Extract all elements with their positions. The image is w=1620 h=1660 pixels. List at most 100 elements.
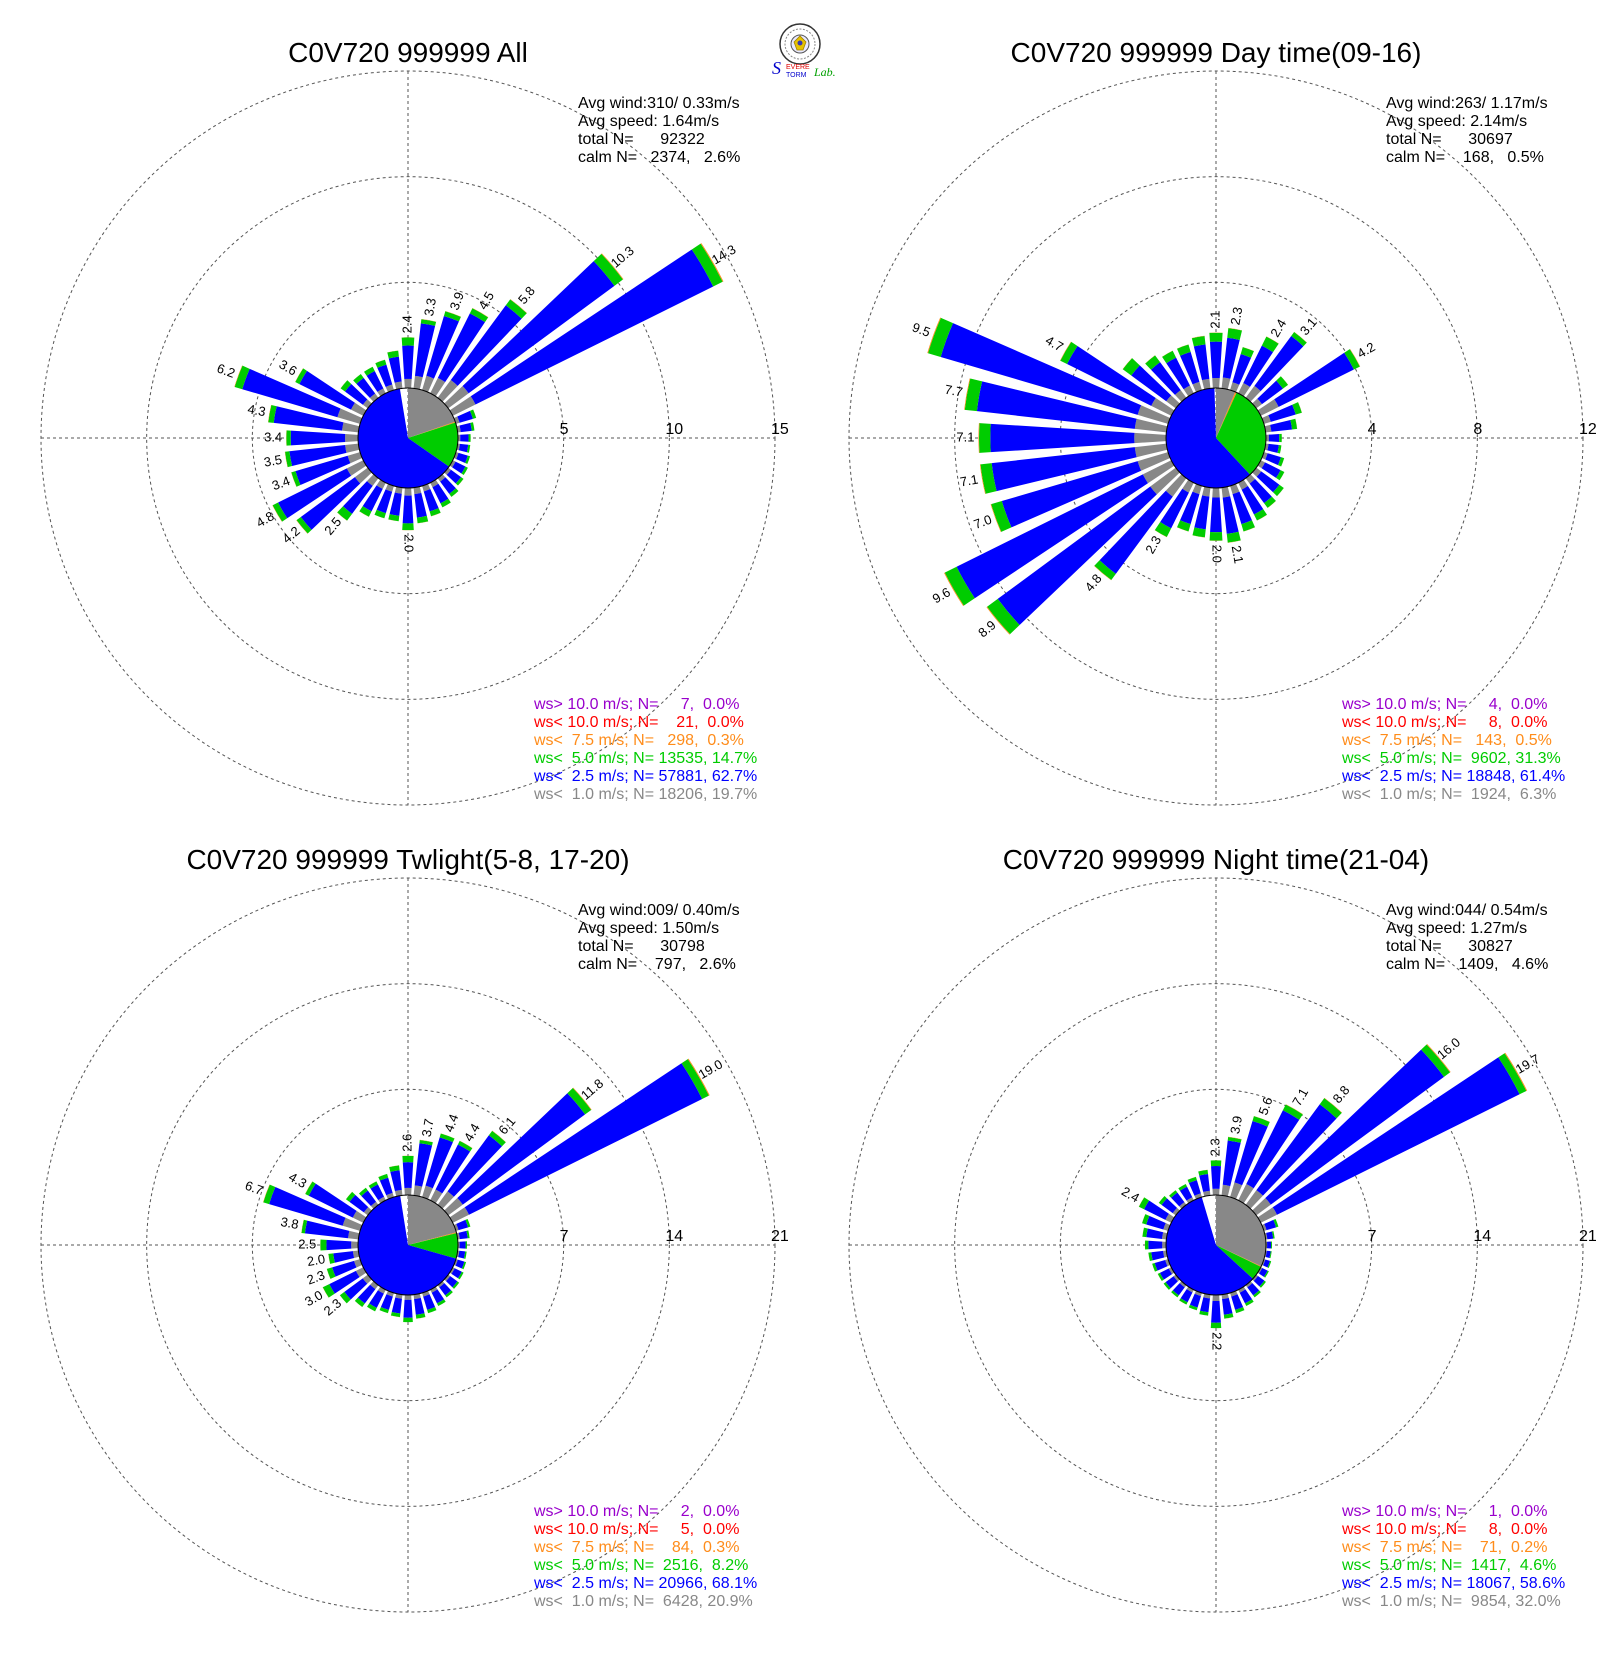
sector-bar (1148, 1252, 1150, 1262)
sector-bar (380, 1294, 393, 1310)
legend-row: ws< 5.0 m/s; N= 2516, 8.2% (533, 1557, 748, 1574)
sector-bar (379, 1310, 388, 1314)
sector-bar (273, 406, 344, 431)
stats-line: Avg wind:044/ 0.54m/s (1386, 902, 1548, 919)
sector-bar (374, 509, 386, 519)
sector-bar (295, 368, 304, 383)
sector-bar (1188, 1304, 1198, 1311)
sector-bar (1151, 362, 1181, 395)
sector-bar (437, 1191, 454, 1209)
sector-label: 5.6 (1255, 1095, 1275, 1117)
sector-bar (1230, 1290, 1238, 1297)
sector-bar (1285, 1104, 1303, 1115)
sector-bar (1295, 418, 1298, 429)
sector-bar (1242, 346, 1254, 352)
sector-bar (449, 1267, 455, 1274)
sector-bar (459, 422, 472, 433)
sector-bar (1267, 1260, 1272, 1269)
sector-bar (444, 1198, 463, 1216)
sector-bar (463, 1251, 467, 1259)
sector-bar (404, 378, 412, 389)
sector-label: 2.3 (305, 1267, 327, 1287)
sector-bar (1212, 378, 1220, 389)
stats-line: total N= 30697 (1386, 131, 1513, 148)
sector-bar (1264, 1219, 1277, 1231)
sector-bar (1268, 404, 1296, 422)
sector-bar (1253, 509, 1267, 521)
sector-bar (473, 409, 477, 418)
sector-bar (940, 323, 1142, 415)
pie-slice (408, 1233, 458, 1259)
sector-bar (1192, 535, 1205, 538)
sector-label: 8.9 (975, 617, 998, 640)
sector-bar (470, 409, 477, 419)
pie-slice (408, 1232, 457, 1245)
sector-bar (369, 393, 379, 402)
sector-bar (416, 1317, 426, 1319)
legend-row: ws< 1.0 m/s; N= 18206, 19.7% (533, 786, 757, 803)
sector-bar (1161, 1198, 1178, 1214)
sector-bar (284, 451, 288, 468)
sector-bar (1166, 395, 1180, 409)
sector-bar (927, 317, 941, 354)
sector-bar (1192, 381, 1202, 393)
pie-slice (408, 421, 456, 438)
sector-label: 2.2 (1210, 1332, 1225, 1350)
sector-bar (1142, 1227, 1144, 1237)
sector-bar (1232, 353, 1252, 385)
sector-bar (505, 299, 527, 319)
sector-bar (458, 1271, 464, 1280)
wind-rose-panel: 7 14 212.63.7 4.4 4.4 6.111.819.02.33.02.32.0… (40, 844, 789, 1613)
sector-bar (1266, 336, 1279, 344)
sector-bar (377, 364, 393, 387)
sector-bar (444, 1274, 451, 1282)
sector-bar (1243, 527, 1256, 532)
sector-label: 19.0 (696, 1056, 725, 1082)
sector-bar (387, 350, 399, 353)
sector-bar (1187, 1176, 1197, 1183)
legend-row: ws< 7.5 m/s; N= 71, 0.2% (1341, 1539, 1547, 1556)
sector-bar (272, 505, 283, 522)
sector-bar (1261, 336, 1279, 353)
sector-bar (363, 366, 373, 372)
sector-bar (290, 430, 346, 446)
sector-bar (1282, 1104, 1303, 1120)
sector-bar (1159, 1268, 1173, 1280)
sector-bar (354, 1259, 363, 1268)
sector-bar (1222, 496, 1239, 534)
sector-bar (453, 416, 460, 424)
sector-bar (389, 1165, 400, 1172)
sector-bar (370, 1184, 385, 1201)
legend-row: ws> 10.0 m/s; N= 7, 0.0% (533, 696, 739, 713)
sector-bar (601, 253, 624, 280)
sector-bar (1261, 462, 1281, 478)
sector-bar (354, 467, 372, 484)
sector-bar (1199, 1310, 1209, 1316)
legend-row: ws< 2.5 m/s; N= 18067, 58.6% (1341, 1575, 1565, 1592)
sector-bar (356, 377, 376, 398)
sector-bar (402, 1155, 414, 1163)
sector-label: 2.6 (399, 1134, 414, 1152)
sector-bar (1179, 1202, 1187, 1209)
sector-bar (430, 479, 439, 488)
legend-row: ws< 10.0 m/s; N= 8, 0.0% (1341, 714, 1547, 731)
ring-label: 14 (1473, 1228, 1491, 1245)
sector-bar (445, 1276, 458, 1288)
sector-bar (379, 1307, 389, 1314)
sector-bar (442, 502, 451, 508)
sector-bar (322, 1284, 335, 1298)
sector-bar (377, 388, 386, 397)
pie-slice (408, 422, 458, 467)
sector-bar (1060, 341, 1078, 365)
sector-bar (431, 1289, 445, 1304)
sector-bar (421, 319, 437, 322)
sector-bar (1241, 485, 1264, 515)
sector-bar (456, 1219, 469, 1231)
sector-bar (1238, 1286, 1246, 1293)
sector-bar (422, 1290, 430, 1297)
sector-bar (339, 1291, 351, 1304)
sector-bar (428, 1310, 437, 1314)
sector-label: 4.3 (286, 1169, 309, 1191)
sector-bar (1245, 385, 1261, 402)
stats-line: Avg speed: 1.27m/s (1386, 920, 1527, 937)
